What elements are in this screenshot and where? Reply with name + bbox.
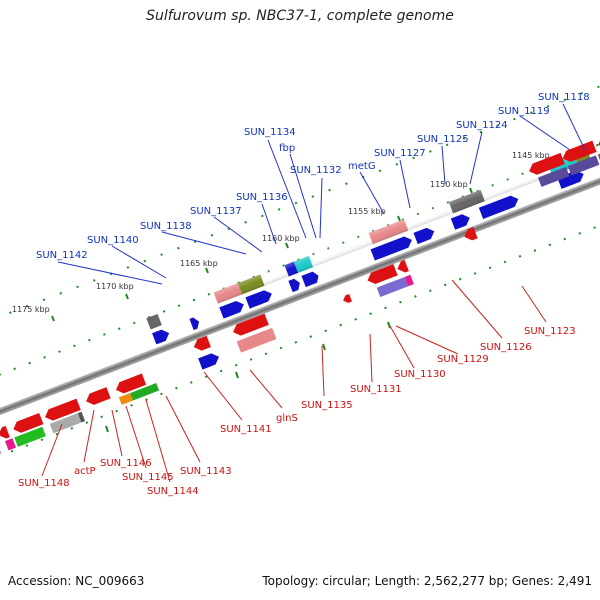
scale-major-ticks [51,162,542,433]
gene-label: SUN_1126 [480,342,532,353]
scale-label: 1160 kbp [262,234,300,243]
gene-feature-box [77,411,86,423]
gene-arrow-forward [478,195,519,219]
gene-arrow-forward [189,317,200,331]
gene-feature-box [118,393,133,405]
gene-arrow-reverse [86,387,111,405]
gene-arrow-reverse [367,264,398,284]
gene-arrow-reverse [529,152,565,175]
gene-arrow-forward [245,290,272,309]
top-leader-lines [57,103,586,285]
gene-label: SUN_1131 [350,384,402,395]
gene-arrow-forward [413,227,435,245]
gene-arrow-forward [450,214,470,230]
gene-feature-box [376,276,409,298]
gene-arrow-forward [288,278,300,293]
forward-track [146,149,592,345]
topology-text: Topology: circular; Length: 2,562,277 bp… [262,574,592,588]
scale-label: 1165 kbp [180,259,218,268]
gene-feature-box [14,426,46,447]
accession-text: Accession: NC_009663 [8,574,145,588]
scale-tick-rows [0,62,600,487]
gene-label: SUN_1134 [244,127,296,138]
gene-arrow-reverse [598,129,600,149]
gene-label: SUN_1132 [290,165,342,176]
gene-arrow-reverse [193,335,211,351]
gene-arrow-reverse [233,313,269,336]
gene-label: SUN_1125 [417,134,469,145]
bottom-leader-lines [41,279,547,483]
gene-feature-box [236,327,277,353]
gene-arrow-reverse [116,373,147,394]
gene-label: SUN_1124 [456,120,508,131]
gene-feature-box [537,166,570,187]
gene-feature-box [567,155,600,176]
gene-feature-box [4,438,17,451]
scale-label: 1150 kbp [430,180,468,189]
gene-arrow-reverse [13,412,44,433]
gene-label: SUN_1129 [437,354,489,365]
gene-arrow-forward [370,236,412,261]
map-title: Sulfurovum sp. NBC37-1, complete genome [146,8,454,24]
gene-arrow-reverse [397,259,409,273]
gene-label: SUN_1142 [36,250,88,261]
gene-label: SUN_1140 [87,235,139,246]
gene-label: SUN_1123 [524,326,576,337]
genome-axis [0,142,600,451]
gene-label: SUN_1138 [140,221,192,232]
top-gene-labels: SUN_1118 SUN_1119 SUN_1124 SUN_1125 SUN_… [36,92,590,261]
gene-arrow-reverse [45,398,81,421]
gene-label: SUN_1148 [18,478,70,489]
gene-label: SUN_1136 [236,192,288,203]
scale-label: 1145 kbp [512,151,550,160]
gene-arrow-forward [301,271,319,288]
scale-labels: 1145 kbp 1150 kbp 1155 kbp 1160 kbp 1165… [12,151,550,314]
gene-label: fbp [279,143,295,154]
gene-label: metG [348,161,376,172]
gene-feature-box [49,413,82,434]
gene-label: SUN_1130 [394,369,446,380]
gene-feature-box [404,274,414,287]
gene-label: SUN_1119 [498,106,550,117]
reverse-track [0,129,600,465]
gene-arrow-forward [219,300,244,319]
gene-label: SUN_1137 [190,206,242,217]
gene-label: SUN_1143 [180,466,232,477]
gene-label: SUN_1141 [220,424,272,435]
gene-feature-box [0,443,2,465]
gene-label: SUN_1144 [147,486,199,497]
scale-label: 1155 kbp [348,207,386,216]
scale-label: 1175 kbp [12,305,50,314]
gene-arrow-reverse [343,294,352,303]
gene-arrow-reverse [0,425,10,439]
scale-label: 1170 kbp [96,282,134,291]
gene-label: SUN_1145 [122,472,174,483]
gene-arrow-forward [557,170,584,189]
gene-arrow-forward [152,329,170,345]
gene-label: SUN_1118 [538,92,590,103]
gene-feature-box [146,313,162,330]
gene-label: glnS [276,413,298,424]
bottom-gene-labels: SUN_1123 SUN_1126 SUN_1129 SUN_1130 SUN_… [18,326,576,497]
gene-label: SUN_1146 [100,458,152,469]
gene-arrow-reverse [562,140,597,162]
gene-label: SUN_1127 [374,148,426,159]
gene-arrow-forward [198,353,219,370]
gene-label: SUN_1135 [301,400,353,411]
gene-feature-box [130,383,160,401]
gene-label: actP [74,466,96,477]
gene-arrow-reverse [464,227,478,241]
